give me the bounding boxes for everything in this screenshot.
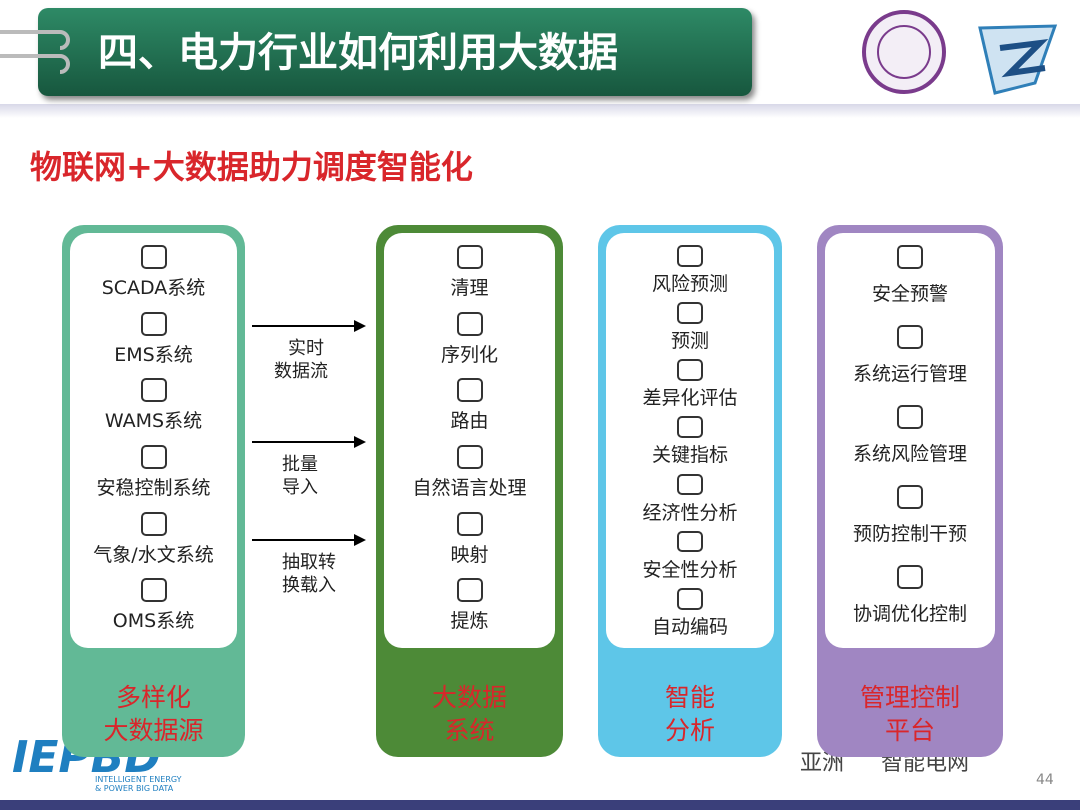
arrow-label: 数据流 bbox=[274, 361, 328, 382]
arrow bbox=[252, 434, 367, 450]
item-icon bbox=[456, 511, 483, 536]
item-icon bbox=[456, 245, 483, 269]
item-label: 安全性分析 bbox=[642, 558, 738, 581]
item-label: 预测 bbox=[670, 330, 710, 353]
item-icon bbox=[897, 325, 923, 349]
item-label: SCADA系统 bbox=[101, 277, 206, 299]
item-icon bbox=[140, 445, 167, 469]
item-label: 路由 bbox=[450, 410, 489, 433]
item-label: 经济性分析 bbox=[642, 501, 738, 524]
item-icon bbox=[140, 311, 167, 336]
item-label: 风险预测 bbox=[651, 273, 729, 295]
item-label: 系统运行管理 bbox=[852, 362, 968, 385]
item-label: 预防控制干预 bbox=[852, 522, 968, 545]
item-label: 清理 bbox=[450, 277, 489, 299]
subtitle: 物联网+大数据助力调度智能化 bbox=[30, 148, 473, 186]
arrow-shape bbox=[252, 320, 366, 332]
arrow bbox=[252, 318, 367, 334]
item-icon bbox=[677, 302, 703, 324]
column-footer: 管理控制 bbox=[859, 683, 961, 712]
item-icon bbox=[456, 578, 483, 603]
header-rule bbox=[0, 104, 1080, 118]
item-label: 提炼 bbox=[450, 610, 489, 633]
item-icon bbox=[456, 445, 483, 469]
item-icon bbox=[140, 245, 167, 269]
item-icon bbox=[140, 578, 167, 603]
logo-tagline: INTELLIGENT ENERGY & POWER BIG DATA bbox=[95, 775, 182, 793]
arrow-shape bbox=[252, 436, 366, 448]
arrow-label: 抽取转 bbox=[282, 552, 336, 573]
page-number: 44 bbox=[1036, 772, 1054, 788]
arrow bbox=[252, 532, 367, 548]
column-footer: 平台 bbox=[884, 716, 936, 745]
item-icon bbox=[140, 378, 167, 403]
column-footer: 智能 bbox=[664, 683, 716, 712]
tagline-line: INTELLIGENT ENERGY bbox=[95, 775, 182, 784]
header-title: 四、电力行业如何利用大数据 bbox=[98, 30, 618, 76]
item-label: 差异化评估 bbox=[642, 387, 738, 410]
item-icon bbox=[456, 378, 483, 403]
arrow-label: 实时 bbox=[288, 338, 324, 359]
item-icon bbox=[677, 245, 703, 267]
item-icon bbox=[140, 511, 167, 536]
arrow-label: 导入 bbox=[282, 477, 318, 498]
item-label: 序列化 bbox=[440, 343, 499, 366]
binder-rings bbox=[0, 24, 76, 78]
item-icon bbox=[677, 587, 703, 610]
item-icon bbox=[897, 405, 923, 429]
item-label: 安全预警 bbox=[871, 282, 949, 305]
item-icon bbox=[897, 565, 923, 589]
item-label: 安稳控制系统 bbox=[96, 477, 211, 499]
item-label: 系统风险管理 bbox=[852, 442, 968, 465]
item-label: WAMS系统 bbox=[104, 410, 203, 433]
item-label: OMS系统 bbox=[112, 610, 195, 633]
item-label: 协调优化控制 bbox=[852, 602, 968, 625]
column-panel bbox=[825, 233, 995, 648]
item-label: 自然语言处理 bbox=[412, 477, 527, 499]
column-footer: 大数据源 bbox=[103, 716, 204, 745]
header-box bbox=[38, 8, 752, 96]
item-icon bbox=[456, 311, 483, 336]
arrow-label: 换载入 bbox=[282, 575, 336, 596]
arrow-label: 批量 bbox=[282, 454, 318, 475]
item-icon bbox=[897, 485, 923, 509]
footer-bar bbox=[0, 800, 1080, 810]
item-label: 气象/水文系统 bbox=[93, 543, 214, 566]
item-icon bbox=[897, 245, 923, 269]
tagline-line: & POWER BIG DATA bbox=[95, 784, 174, 793]
item-icon bbox=[677, 359, 703, 381]
arrow-shape bbox=[252, 534, 366, 546]
item-icon bbox=[677, 530, 703, 553]
item-label: 映射 bbox=[450, 543, 489, 566]
column-footer: 大数据 bbox=[431, 683, 508, 712]
item-label: EMS系统 bbox=[114, 343, 193, 366]
item-icon bbox=[677, 416, 703, 439]
column-footer: 多样化 bbox=[115, 683, 192, 712]
column-footer: 系统 bbox=[444, 716, 495, 745]
item-label: 关键指标 bbox=[651, 444, 729, 467]
item-icon bbox=[677, 473, 703, 496]
column-footer: 分析 bbox=[664, 716, 716, 745]
logos bbox=[862, 10, 1058, 95]
item-label: 自动编码 bbox=[651, 615, 729, 638]
